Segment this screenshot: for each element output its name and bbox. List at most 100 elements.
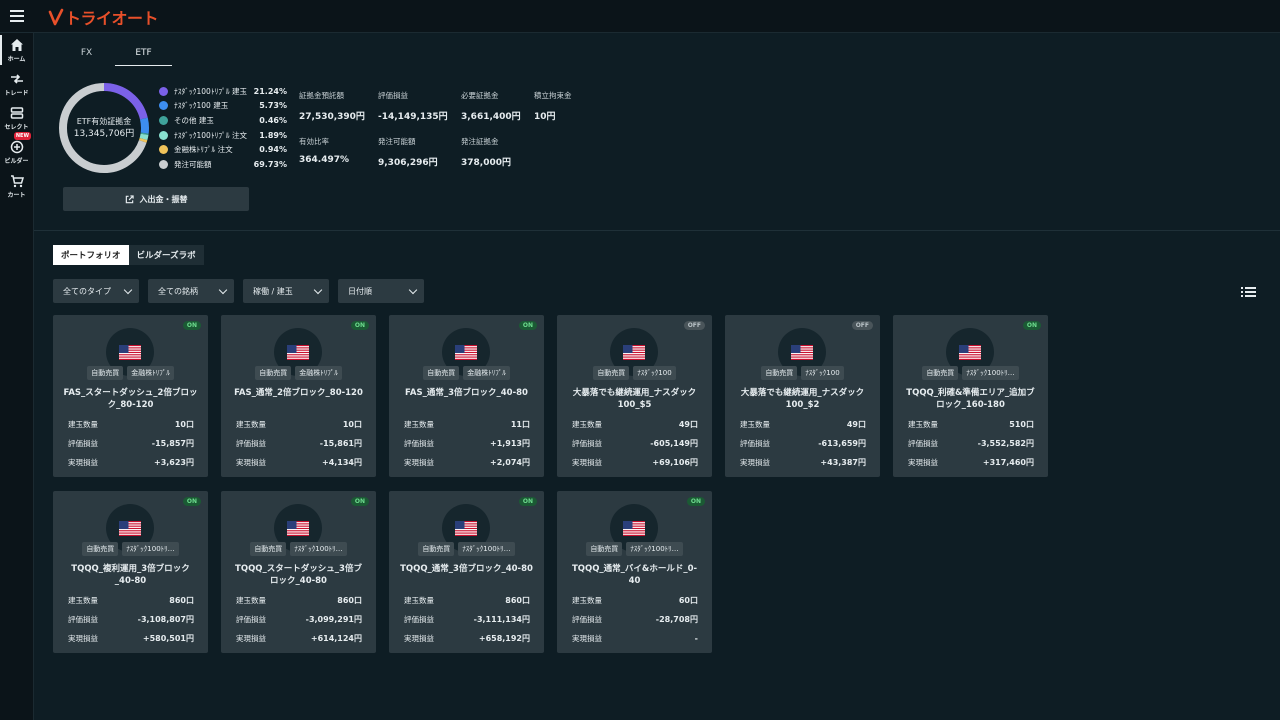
type-filter[interactable]: 全てのタイプ [53,279,139,303]
tag-row: 自動売買 ﾅｽﾀﾞｯｸ100ﾄﾘ… [221,542,376,556]
portfolio-card[interactable]: OFF 自動売買 ﾅｽﾀﾞｯｸ100 大暴落でも継続運用_ナスダック100_$2… [725,315,880,477]
sort-filter[interactable]: 日付順 [338,279,424,303]
realized-label: 実現損益 [68,458,98,467]
us-flag-icon [959,344,981,360]
card-rows: 建玉数量 10口 評価損益 -15,861円 実現損益 +4,134円 [236,415,362,472]
strategy-name: TQQQ_利確&準備エリア_追加ブロック_160-180 [906,388,1035,410]
qty-row: 建玉数量 860口 [236,591,362,610]
realized-row: 実現損益 +658,192円 [404,629,530,648]
tag-row: 自動売買 ﾅｽﾀﾞｯｸ100ﾄﾘ… [557,542,712,556]
unrealized-row: 評価損益 -3,108,807円 [68,610,194,629]
unrealized-value: -613,659円 [818,439,866,448]
realized-label: 実現損益 [68,634,98,643]
chevron-down-icon [123,285,133,294]
realized-value: +580,501円 [142,634,194,643]
unrealized-value: -3,552,582円 [977,439,1034,448]
us-flag-icon [287,520,309,536]
unrealized-row: 評価損益 -15,857円 [68,434,194,453]
realized-row: 実現損益 +69,106円 [572,453,698,472]
unrealized-value: -3,099,291円 [305,615,362,624]
logo[interactable]: トライオート [48,6,159,28]
status-filter[interactable]: 稼働 / 建玉 [243,279,329,303]
tab-fx[interactable]: FX [80,48,93,58]
tag-type: 自動売買 [593,366,630,380]
qty-label: 建玉数量 [236,596,266,605]
logo-mark-icon [48,8,64,26]
filter-bar: 全てのタイプ 全ての銘柄 稼働 / 建玉 日付順 [53,279,433,303]
tab-etf[interactable]: ETF [115,40,172,66]
qty-value: 60口 [678,596,698,605]
top-bar: トライオート [0,0,1280,33]
qty-label: 建玉数量 [404,420,434,429]
us-flag-icon [287,344,309,360]
realized-value: +69,106円 [652,458,698,467]
stat-item: 必要証拠金 3,661,400円 [461,90,551,122]
portfolio-card-grid: ON 自動売買 金融株ﾄﾘﾌﾟﾙ FAS_スタートダッシュ_2倍ブロック_80-… [53,315,1223,667]
qty-row: 建玉数量 860口 [404,591,530,610]
nav-trade[interactable]: トレード [0,67,33,101]
section-divider [34,230,1280,231]
stat-label: 積立拘束金 [534,91,572,100]
portfolio-card[interactable]: ON 自動売買 ﾅｽﾀﾞｯｸ100ﾄﾘ… TQQQ_スタートダッシュ_3倍ブロッ… [221,491,376,653]
portfolio-card[interactable]: ON 自動売買 金融株ﾄﾘﾌﾟﾙ FAS_通常_2倍ブロック_80-120 建玉… [221,315,376,477]
legend-dot [159,86,168,96]
portfolio-card[interactable]: ON 自動売買 ﾅｽﾀﾞｯｸ100ﾄﾘ… TQQQ_複利運用_3倍ブロック_40… [53,491,208,653]
home-icon [10,38,23,51]
unrealized-row: 評価損益 +1,913円 [404,434,530,453]
legend-dot [159,145,168,155]
tag-type: 自動売買 [250,542,287,556]
tag-type: 自動売買 [761,366,798,380]
qty-row: 建玉数量 49口 [572,415,698,434]
portfolio-card[interactable]: ON 自動売買 ﾅｽﾀﾞｯｸ100ﾄﾘ… TQQQ_通常_3倍ブロック_40-8… [389,491,544,653]
menu-icon[interactable] [10,10,24,22]
nav-builder[interactable]: NEW ビルダー [0,132,33,169]
tag-type: 自動売買 [82,542,119,556]
card-rows: 建玉数量 860口 評価損益 -3,108,807円 実現損益 +580,501円 [68,591,194,648]
external-link-icon [125,194,134,203]
donut-title: ETF有効証拠金 [76,117,132,126]
card-rows: 建玉数量 49口 評価損益 -613,659円 実現損益 +43,387円 [740,415,866,472]
qty-label: 建玉数量 [740,420,770,429]
qty-label: 建玉数量 [572,596,602,605]
qty-value: 49口 [846,420,866,429]
card-rows: 建玉数量 11口 評価損益 +1,913円 実現損益 +2,074円 [404,415,530,472]
list-view-icon[interactable] [1241,286,1256,298]
deposit-transfer-button[interactable]: 入出金・振替 [63,187,249,211]
tab-builders-lab[interactable]: ビルダーズラボ [128,245,204,265]
stat-label: 評価損益 [378,91,408,100]
us-flag-icon [119,520,141,536]
realized-label: 実現損益 [236,634,266,643]
portfolio-card[interactable]: OFF 自動売買 ﾅｽﾀﾞｯｸ100 大暴落でも継続運用_ナスダック100_$5… [557,315,712,477]
legend-pct: 1.89% [259,130,287,140]
legend-item: 発注可能額 69.73% [159,157,287,172]
symbol-filter[interactable]: 全ての銘柄 [148,279,234,303]
deposit-button-label: 入出金・振替 [139,194,188,204]
portfolio-card[interactable]: ON 自動売買 金融株ﾄﾘﾌﾟﾙ FAS_通常_3倍ブロック_40-80 建玉数… [389,315,544,477]
stat-item: 評価損益 -14,149,135円 [378,90,468,122]
donut-slice [59,83,149,173]
qty-row: 建玉数量 860口 [68,591,194,610]
portfolio-card[interactable]: ON 自動売買 金融株ﾄﾘﾌﾟﾙ FAS_スタートダッシュ_2倍ブロック_80-… [53,315,208,477]
strategy-name: FAS_スタートダッシュ_2倍ブロック_80-120 [63,388,198,410]
chevron-down-icon [313,285,323,294]
tag-symbol: ﾅｽﾀﾞｯｸ100ﾄﾘ… [122,542,179,556]
portfolio-card[interactable]: ON 自動売買 ﾅｽﾀﾞｯｸ100ﾄﾘ… TQQQ_利確&準備エリア_追加ブロッ… [893,315,1048,477]
portfolio-card[interactable]: ON 自動売買 ﾅｽﾀﾞｯｸ100ﾄﾘ… TQQQ_通常_バイ&ホールド_0-4… [557,491,712,653]
tag-symbol: 金融株ﾄﾘﾌﾟﾙ [295,366,342,380]
nav-home[interactable]: ホーム [0,33,33,67]
tag-type: 自動売買 [586,542,623,556]
stat-value: 27,530,390円 [299,112,365,122]
chevron-down-icon [218,285,228,294]
legend-pct: 69.73% [253,159,287,169]
qty-row: 建玉数量 49口 [740,415,866,434]
stat-value: 364.497% [299,155,350,165]
realized-label: 実現損益 [572,458,602,467]
unrealized-label: 評価損益 [404,615,434,624]
nav-cart[interactable]: カート [0,169,33,203]
qty-row: 建玉数量 10口 [236,415,362,434]
unrealized-label: 評価損益 [572,439,602,448]
nav-select[interactable]: セレクト [0,101,33,135]
select-icon [10,106,23,119]
tab-portfolio[interactable]: ポートフォリオ [53,245,129,265]
qty-label: 建玉数量 [908,420,938,429]
